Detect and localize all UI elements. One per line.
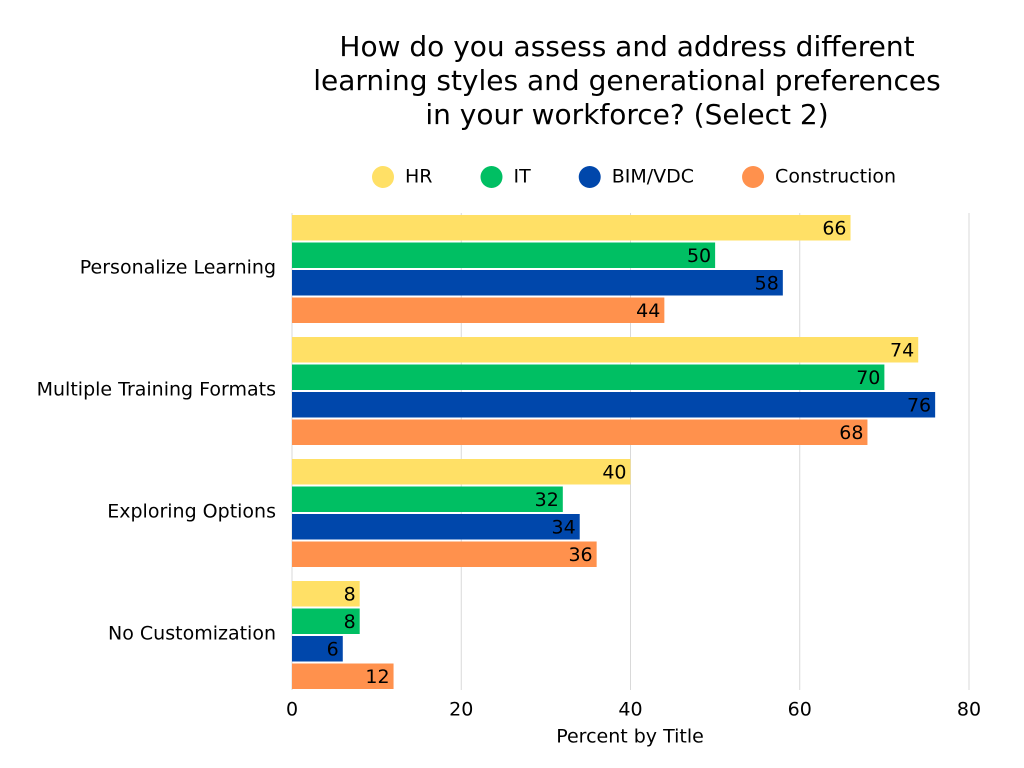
x-tick-label: 60	[788, 699, 812, 721]
value-label: 74	[890, 339, 914, 361]
bar	[292, 514, 580, 540]
legend-marker	[578, 166, 601, 188]
legend-label: Construction	[775, 166, 896, 188]
value-label: 36	[568, 544, 592, 566]
bar	[292, 636, 343, 662]
chart-title: How do you assess and address different	[339, 30, 914, 63]
x-axis-label: Percent by Title	[556, 726, 704, 748]
value-label: 50	[687, 245, 711, 267]
bar	[292, 337, 919, 363]
value-label: 58	[755, 272, 779, 294]
bar	[292, 242, 716, 268]
legend-label: HR	[405, 166, 433, 188]
bar	[292, 459, 631, 485]
y-tick-label: No Customization	[108, 623, 276, 645]
value-label: 70	[856, 367, 880, 389]
x-tick-label: 80	[957, 699, 981, 721]
legend-label: IT	[514, 166, 532, 188]
value-label: 8	[344, 611, 356, 633]
chart-title: learning styles and generational prefere…	[313, 64, 941, 97]
y-tick-label: Personalize Learning	[80, 257, 276, 279]
x-tick-label: 20	[449, 699, 473, 721]
y-tick-label: Exploring Options	[107, 501, 276, 523]
y-tick-label: Multiple Training Formats	[37, 379, 276, 401]
bar	[292, 608, 360, 634]
value-label: 76	[907, 394, 931, 416]
value-label: 40	[602, 461, 626, 483]
value-label: 44	[636, 300, 660, 322]
bar	[292, 215, 851, 241]
chart-title: in your workforce? (Select 2)	[425, 98, 828, 131]
bar	[292, 486, 563, 512]
bar	[292, 419, 868, 445]
x-tick-label: 40	[618, 699, 642, 721]
value-label: 66	[822, 217, 846, 239]
value-label: 68	[839, 422, 863, 444]
x-tick-label: 0	[286, 699, 298, 721]
legend-marker	[742, 166, 765, 188]
value-label: 32	[535, 489, 559, 511]
value-label: 12	[365, 666, 389, 688]
bar	[292, 270, 783, 296]
bar	[292, 297, 665, 323]
legend-marker	[372, 166, 394, 188]
legend-marker	[480, 166, 503, 188]
bar	[292, 581, 360, 607]
legend-label: BIM/VDC	[612, 166, 694, 188]
value-label: 6	[327, 638, 339, 660]
value-label: 34	[552, 516, 576, 538]
bar	[292, 663, 394, 689]
bar	[292, 541, 597, 567]
bar	[292, 364, 885, 390]
value-label: 8	[344, 583, 356, 605]
bar	[292, 392, 936, 418]
